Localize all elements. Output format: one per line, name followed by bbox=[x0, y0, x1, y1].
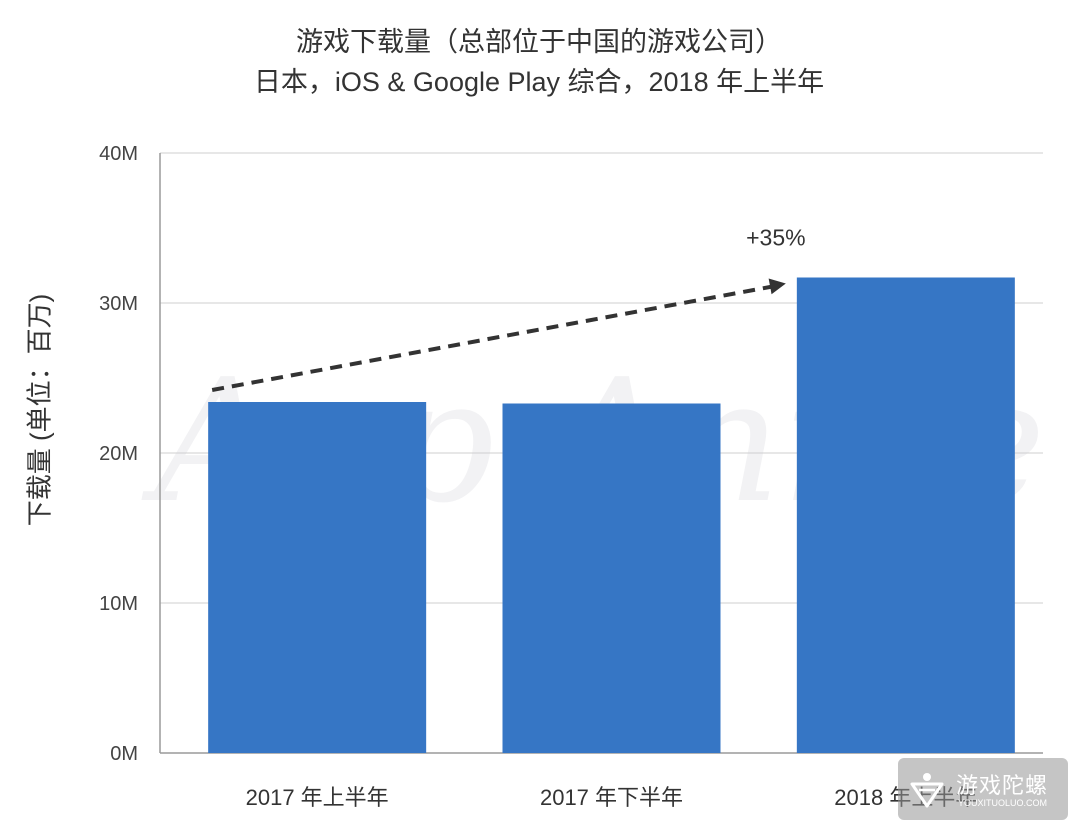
badge-name: 游戏陀螺 bbox=[956, 773, 1049, 798]
site-badge: 游戏陀螺 YOUXITUOLUO.COM bbox=[898, 758, 1068, 820]
growth-arrow-line bbox=[211, 283, 777, 392]
y-tick-label-0: 0M bbox=[110, 743, 138, 765]
growth-annotation: +35% bbox=[211, 225, 806, 392]
bar-1 bbox=[502, 403, 721, 753]
bar-2 bbox=[796, 277, 1015, 753]
x-category-label-1: 2017 年下半年 bbox=[540, 785, 683, 810]
bars bbox=[208, 277, 1015, 753]
y-tick-label-10: 10M bbox=[99, 593, 138, 615]
spinning-top-icon bbox=[910, 773, 944, 808]
bar-0 bbox=[208, 402, 427, 753]
growth-arrow-head bbox=[768, 278, 786, 295]
y-tick-label-40: 40M bbox=[99, 143, 138, 165]
x-category-label-0: 2017 年上半年 bbox=[246, 785, 389, 810]
y-tick-label-20: 20M bbox=[99, 443, 138, 465]
y-tick-label-30: 30M bbox=[99, 293, 138, 315]
growth-annotation-label: +35% bbox=[746, 225, 805, 251]
badge-url: YOUXITUOLUO.COM bbox=[958, 798, 1048, 808]
chart-title: 游戏下载量（总部位于中国的游戏公司） bbox=[296, 27, 782, 57]
chart-subtitle: 日本，iOS & Google Play 综合，2018 年上半年 bbox=[253, 67, 825, 97]
chart-title-block: 游戏下载量（总部位于中国的游戏公司） 日本，iOS & Google Play … bbox=[0, 22, 1078, 102]
